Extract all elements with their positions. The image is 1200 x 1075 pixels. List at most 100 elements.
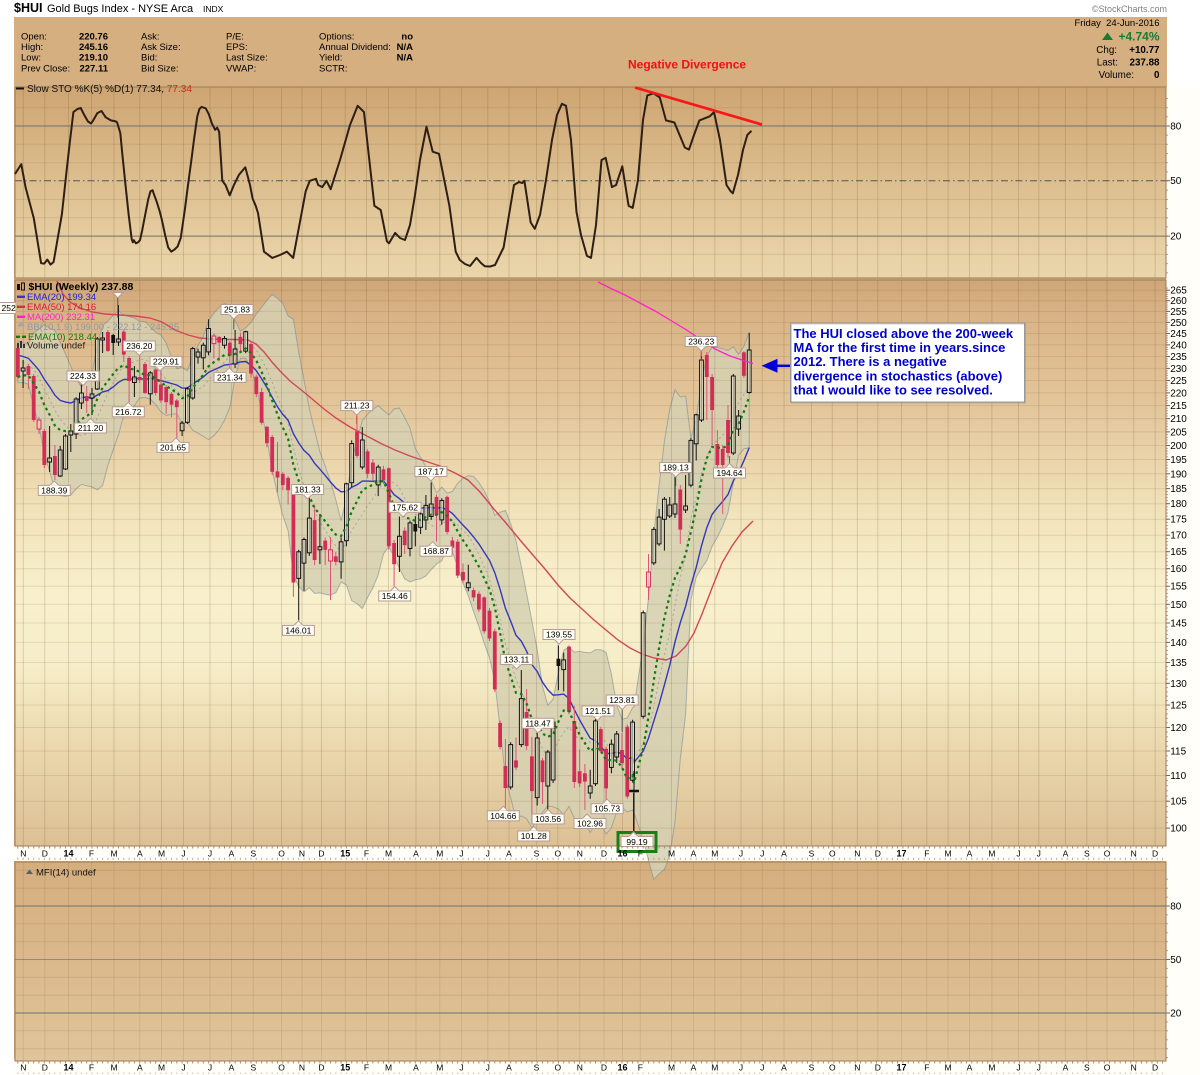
svg-text:J: J xyxy=(739,849,743,859)
svg-text:VWAP:: VWAP: xyxy=(226,64,256,75)
svg-text:F: F xyxy=(924,1063,929,1073)
svg-text:F: F xyxy=(89,849,94,859)
svg-text:O: O xyxy=(829,1063,836,1073)
svg-text:190: 190 xyxy=(1170,469,1187,480)
svg-text:D: D xyxy=(601,849,607,859)
svg-text:Ask:: Ask: xyxy=(141,32,159,43)
svg-text:A: A xyxy=(229,1063,235,1073)
svg-text:S: S xyxy=(534,849,540,859)
svg-text:O: O xyxy=(1104,849,1111,859)
svg-text:MA(200) 232.31: MA(200) 232.31 xyxy=(27,312,95,323)
svg-text:160: 160 xyxy=(1170,564,1187,575)
svg-text:252.04: 252.04 xyxy=(2,303,28,313)
svg-text:divergence in stochastics (abo: divergence in stochastics (above) xyxy=(794,368,1003,383)
svg-text:99.19: 99.19 xyxy=(626,837,648,847)
svg-text:219.10: 219.10 xyxy=(79,53,108,64)
svg-text:D: D xyxy=(318,1063,324,1073)
svg-text:115: 115 xyxy=(1170,747,1186,758)
svg-text:J: J xyxy=(486,1063,490,1073)
svg-text:130: 130 xyxy=(1170,679,1187,690)
svg-text:123.81: 123.81 xyxy=(609,695,635,705)
svg-text:©StockCharts.com: ©StockCharts.com xyxy=(1092,4,1167,14)
svg-text:Negative Divergence: Negative Divergence xyxy=(628,58,746,72)
svg-text:N/A: N/A xyxy=(397,42,414,53)
svg-text:215: 215 xyxy=(1170,401,1187,412)
svg-text:A: A xyxy=(137,849,143,859)
svg-text:N: N xyxy=(1131,849,1137,859)
svg-text:S: S xyxy=(809,1063,815,1073)
svg-text:M: M xyxy=(436,1063,443,1073)
svg-text:140: 140 xyxy=(1170,638,1187,649)
svg-text:D: D xyxy=(1152,1063,1158,1073)
svg-text:A: A xyxy=(506,849,512,859)
svg-text:EPS:: EPS: xyxy=(226,42,248,53)
svg-text:80: 80 xyxy=(1170,902,1182,913)
svg-text:Prev Close:: Prev Close: xyxy=(21,64,70,75)
svg-text:225: 225 xyxy=(1170,376,1187,387)
svg-text:181.33: 181.33 xyxy=(295,485,321,495)
svg-text:M: M xyxy=(945,1063,952,1073)
svg-text:Bid:: Bid: xyxy=(141,53,157,64)
svg-text:N: N xyxy=(20,849,26,859)
svg-text:High:: High: xyxy=(21,42,43,53)
svg-text:14: 14 xyxy=(63,1063,73,1073)
svg-text:J: J xyxy=(1016,849,1020,859)
svg-text:17: 17 xyxy=(896,849,906,859)
svg-text:D: D xyxy=(42,1063,48,1073)
svg-text:220: 220 xyxy=(1170,388,1187,399)
svg-text:EMA(10) 218.44: EMA(10) 218.44 xyxy=(28,332,97,343)
svg-text:0: 0 xyxy=(1154,70,1160,81)
svg-text:17: 17 xyxy=(896,1063,906,1073)
svg-text:F: F xyxy=(364,1063,369,1073)
svg-text:Gold Bugs Index - NYSE Arca: Gold Bugs Index - NYSE Arca xyxy=(47,3,194,15)
svg-text:F: F xyxy=(89,1063,94,1073)
svg-text:16: 16 xyxy=(617,1063,627,1073)
svg-text:O: O xyxy=(554,849,561,859)
svg-text:230: 230 xyxy=(1170,364,1187,375)
svg-text:Bid Size:: Bid Size: xyxy=(141,64,179,75)
svg-text:O: O xyxy=(554,1063,561,1073)
svg-text:M: M xyxy=(668,1063,675,1073)
svg-text:Annual Dividend:: Annual Dividend: xyxy=(319,42,391,53)
svg-text:+4.74%: +4.74% xyxy=(1118,30,1159,44)
svg-text:J: J xyxy=(459,849,463,859)
svg-text:251.83: 251.83 xyxy=(224,305,250,315)
svg-text:J: J xyxy=(739,1063,743,1073)
svg-text:236.23: 236.23 xyxy=(688,337,714,347)
svg-text:A: A xyxy=(506,1063,512,1073)
svg-text:J: J xyxy=(486,849,490,859)
svg-text:SCTR:: SCTR: xyxy=(319,64,348,75)
svg-text:+10.77: +10.77 xyxy=(1129,45,1160,56)
svg-text:185: 185 xyxy=(1170,484,1187,495)
svg-text:A: A xyxy=(1063,1063,1069,1073)
svg-text:O: O xyxy=(1104,1063,1111,1073)
svg-text:154.46: 154.46 xyxy=(382,591,408,601)
svg-text:245: 245 xyxy=(1170,329,1187,340)
svg-text:245.16: 245.16 xyxy=(79,42,108,53)
svg-text:M: M xyxy=(668,849,675,859)
svg-text:J: J xyxy=(760,1063,764,1073)
svg-text:50: 50 xyxy=(1170,955,1182,966)
svg-text:J: J xyxy=(181,849,185,859)
svg-text:S: S xyxy=(809,849,815,859)
svg-text:216.72: 216.72 xyxy=(115,407,141,417)
svg-text:180: 180 xyxy=(1170,499,1187,510)
svg-text:A: A xyxy=(691,849,697,859)
svg-text:INDX: INDX xyxy=(203,4,224,14)
svg-text:236.20: 236.20 xyxy=(126,341,152,351)
svg-text:J: J xyxy=(760,849,764,859)
svg-text:237.88: 237.88 xyxy=(1130,58,1161,69)
svg-text:220.76: 220.76 xyxy=(79,32,108,43)
svg-text:Slow STO %K(5) %D(1) 77.34, 77: Slow STO %K(5) %D(1) 77.34, 77.34 xyxy=(27,84,192,95)
svg-text:201.65: 201.65 xyxy=(160,442,186,452)
svg-text:J: J xyxy=(208,1063,212,1073)
svg-text:P/E:: P/E: xyxy=(226,32,244,43)
svg-text:135: 135 xyxy=(1170,658,1187,669)
svg-text:J: J xyxy=(181,1063,185,1073)
svg-text:103.56: 103.56 xyxy=(535,814,561,824)
svg-text:J: J xyxy=(1037,849,1041,859)
svg-text:Ask Size:: Ask Size: xyxy=(141,42,181,53)
svg-text:50: 50 xyxy=(1170,176,1182,187)
svg-text:235: 235 xyxy=(1170,352,1187,363)
svg-text:121.51: 121.51 xyxy=(585,706,611,716)
